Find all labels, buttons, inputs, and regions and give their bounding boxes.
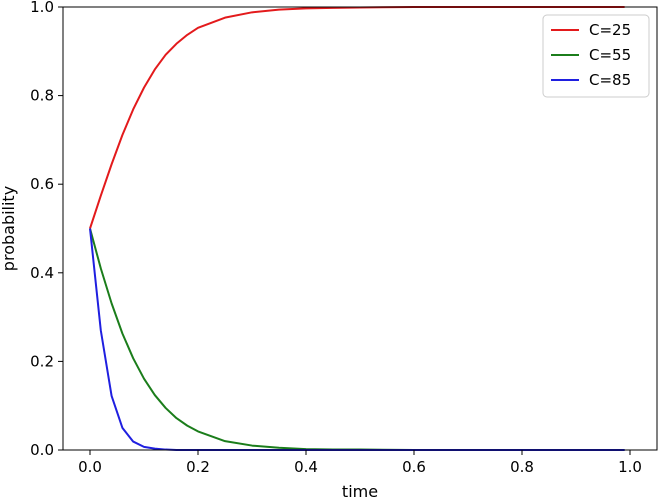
legend-label: C=85 [589,71,631,89]
y-axis: 0.0 0.2 0.4 0.6 0.8 1.0 [30,0,63,459]
y-tick-label: 0.4 [30,264,54,282]
x-tick-label: 0.8 [510,458,534,476]
y-tick-label: 0.8 [30,87,54,105]
legend-box [542,14,650,98]
series-line-3 [89,228,625,451]
y-tick-label: 0.0 [30,441,54,459]
legend: C=25 C=55 C=85 [542,14,650,98]
plot-frame [62,6,658,451]
x-tick-label: 0.6 [402,458,426,476]
x-tick-label: 0.2 [186,458,210,476]
y-tick-label: 1.0 [30,0,54,16]
y-axis-label: probability [0,186,18,271]
legend-label: C=55 [589,46,631,64]
series-line-2 [89,228,625,451]
x-tick-label: 0.4 [294,458,318,476]
legend-label: C=25 [589,21,631,39]
y-tick-label: 0.2 [30,352,54,370]
y-tick-label: 0.6 [30,175,54,193]
x-tick-label: 0.0 [78,458,102,476]
x-axis-label: time [342,482,378,500]
x-axis: 0.0 0.2 0.4 0.6 0.8 1.0 [78,450,642,476]
x-tick-label: 1.0 [618,458,642,476]
